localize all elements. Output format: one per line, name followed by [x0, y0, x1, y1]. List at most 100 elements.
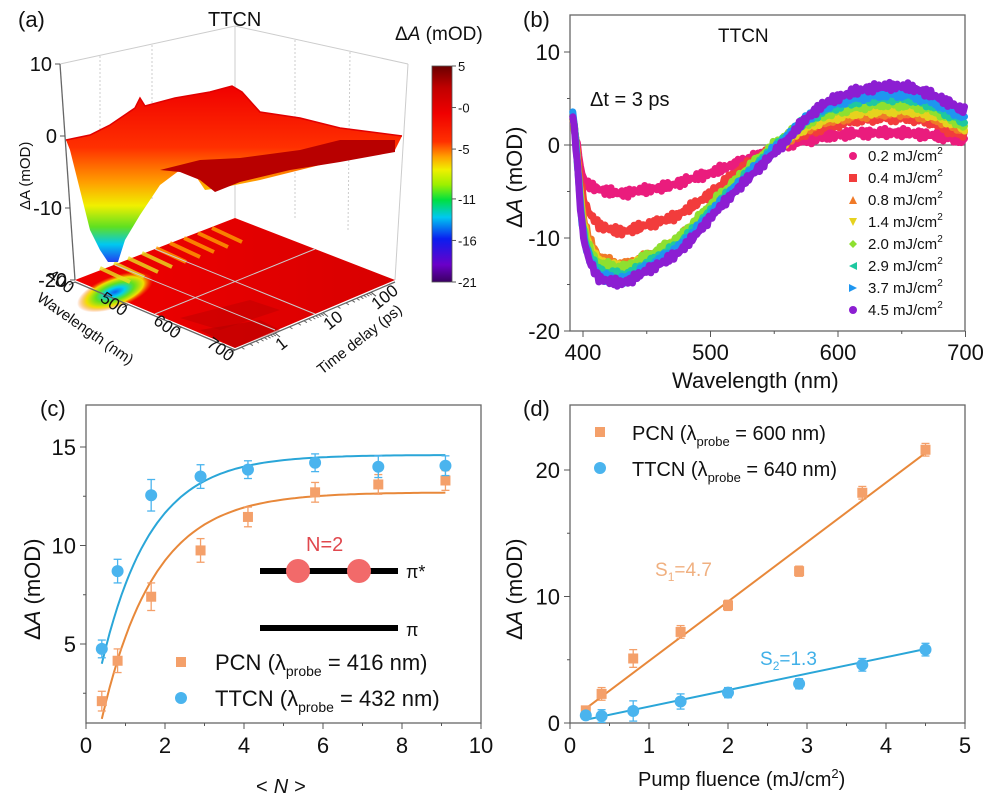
- delay-annotation: Δt = 3 ps: [590, 89, 670, 111]
- data-point-ttcn: [595, 709, 608, 724]
- legend-marker: [849, 240, 857, 248]
- legend-label: 0.8 mJ/cm2: [868, 190, 943, 209]
- time-minor-tick: [267, 335, 271, 339]
- wavelength-tick: [68, 281, 76, 286]
- legend-marker: [849, 306, 857, 314]
- legend-item-b: 0.8 mJ/cm2: [849, 190, 943, 209]
- marker: [722, 686, 734, 699]
- z-tick-label: 0: [46, 126, 57, 148]
- time-minor-tick: [356, 297, 360, 301]
- data-point-ttcn: [111, 558, 124, 584]
- marker: [373, 479, 384, 490]
- contour-stripe: [99, 266, 131, 284]
- legend-item-d: TTCN (λprobe = 640 nm): [594, 459, 837, 485]
- time-minor-tick: [303, 320, 308, 324]
- fit-line-ttcn: [585, 648, 926, 721]
- contour-stripe: [141, 251, 173, 269]
- marker: [195, 545, 206, 556]
- time-minor-tick: [289, 326, 293, 330]
- time-minor-tick: [270, 334, 274, 338]
- y-axis-label-c: ΔA (mOD): [20, 539, 45, 640]
- legend-marker: [849, 262, 857, 270]
- time-tick-label: 10: [320, 307, 347, 334]
- slope-label-s2: S2=1.3: [760, 649, 817, 673]
- data-point-ttcn: [627, 700, 640, 722]
- y-tick-label-d: 10: [536, 585, 560, 610]
- time-tick: [322, 312, 329, 317]
- time-minor-tick: [297, 322, 302, 326]
- time-minor-tick: [308, 318, 312, 322]
- data-point-ttcn: [793, 677, 806, 690]
- z-axis-label: ΔA (mOD): [17, 142, 34, 210]
- legend-item-b: 2.0 mJ/cm2: [849, 234, 943, 253]
- contour-floor: [75, 218, 395, 348]
- x-tick-label-d: 1: [643, 733, 655, 758]
- legend-item-b: 2.9 mJ/cm2: [849, 256, 943, 275]
- legend-item-b: 0.2 mJ/cm2: [849, 146, 943, 165]
- time-minor-tick: [260, 338, 264, 342]
- colorbar-tick-label: -5: [458, 142, 470, 157]
- data-point-pcn: [675, 624, 686, 639]
- electron-2: [347, 559, 371, 583]
- panel-label-c: (c): [40, 396, 66, 421]
- colorbar-tick-label: -21: [458, 275, 477, 290]
- legend-label: 4.5 mJ/cm2: [868, 300, 943, 319]
- marker: [310, 487, 321, 498]
- data-point-pcn: [628, 648, 639, 668]
- data-point-ttcn: [309, 453, 322, 473]
- legend-item-c: PCN (λprobe = 416 nm): [176, 650, 427, 679]
- legend-label: 3.7 mJ/cm2: [868, 278, 943, 297]
- marker: [96, 696, 107, 707]
- series-4.5-mJ: [569, 78, 968, 290]
- marker: [793, 677, 806, 690]
- energy-level-inset: N=2 π* π: [260, 534, 425, 640]
- time-minor-tick: [366, 293, 370, 297]
- time-minor-tick: [312, 316, 316, 320]
- time-minor-tick: [360, 296, 364, 300]
- marker: [242, 511, 253, 522]
- x-tick-label-c: 2: [159, 733, 171, 758]
- plot-frame-b: [569, 14, 966, 332]
- fit-curve-pcn: [100, 491, 446, 720]
- x-tick-label-b: 500: [692, 340, 729, 365]
- data-point-ttcn: [439, 455, 452, 477]
- time-minor-tick: [272, 333, 277, 337]
- contour-minimum: [77, 271, 153, 313]
- data-point-ttcn: [674, 693, 687, 710]
- marker: [675, 626, 686, 637]
- legend-item-b: 3.7 mJ/cm2: [849, 278, 943, 297]
- panel-label-a: (a): [18, 7, 45, 32]
- marker: [194, 470, 207, 483]
- time-minor-tick: [337, 306, 341, 309]
- inset-label: N=2: [306, 534, 343, 556]
- y-axis-label-d: ΔA (mOD): [502, 539, 527, 640]
- legend-c: PCN (λprobe = 416 nm) TTCN (λprobe = 432 …: [175, 650, 440, 715]
- x-axis-label-b: Wavelength (nm): [672, 368, 839, 393]
- fit-line-pcn: [585, 452, 927, 710]
- z-tick-label: -10: [33, 198, 62, 220]
- y-tick-label-c: 15: [52, 435, 76, 460]
- x-tick-label-d: 3: [801, 733, 813, 758]
- pi-star-label: π*: [406, 562, 425, 582]
- time-tick: [370, 291, 377, 297]
- contour-stripe: [197, 231, 229, 249]
- data-point-pcn: [146, 582, 157, 612]
- data-point-ttcn: [919, 642, 932, 657]
- panel-d-fluence: (d) 0 1 2 3 4 5 0 10 20 PCN (λprobe = 600 nm) TTC…: [502, 396, 971, 791]
- time-tick-label: 1: [272, 333, 291, 354]
- marker: [919, 643, 932, 656]
- legend-label: 1.4 mJ/cm2: [868, 212, 943, 231]
- data-point-ttcn: [145, 478, 158, 512]
- legend-label: 2.9 mJ/cm2: [868, 256, 943, 275]
- marker: [145, 489, 158, 502]
- colorbar-tick-label: -16: [458, 233, 477, 248]
- y-tick-label-b: -20: [528, 319, 560, 344]
- x-tick-label-d: 2: [722, 733, 734, 758]
- data-point-ttcn: [372, 455, 385, 479]
- legend-marker: [849, 152, 857, 160]
- marker: [857, 487, 868, 498]
- marker: [112, 655, 123, 666]
- marker: [794, 566, 805, 577]
- marker: [674, 695, 687, 708]
- marker: [440, 475, 451, 486]
